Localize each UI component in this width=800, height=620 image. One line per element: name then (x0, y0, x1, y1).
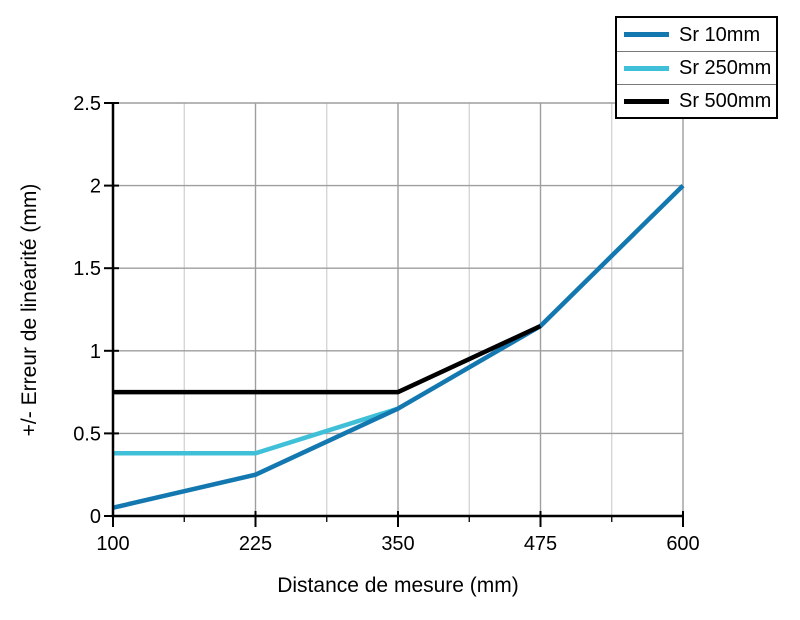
x-tick-label: 475 (524, 533, 557, 555)
x-tick-label: 600 (666, 533, 699, 555)
legend-swatch-sr-250mm-icon (624, 65, 669, 71)
x-tick-label: 350 (381, 533, 414, 555)
x-axis-title: Distance de mesure (mm) (277, 574, 519, 597)
y-axis-title: +/- Erreur de linéarité (mm) (18, 183, 41, 437)
legend-label-sr-250mm: Sr 250mm (679, 57, 772, 79)
legend-item-sr-500mm: Sr 500mm (617, 84, 776, 117)
y-tick-label: 2 (90, 176, 101, 198)
y-tick-label: 2.5 (73, 93, 101, 115)
y-tick-label: 0.5 (73, 423, 101, 445)
legend-swatch-sr-500mm-icon (624, 98, 669, 104)
legend-label-sr-500mm: Sr 500mm (679, 90, 772, 112)
y-tick-label: 1 (90, 341, 101, 363)
y-tick-label: 1.5 (73, 258, 101, 280)
series-line-sr-250mm (113, 406, 399, 456)
x-tick-label: 225 (239, 533, 272, 555)
legend-swatch-sr-10mm-icon (624, 32, 669, 37)
legend-item-sr-250mm: Sr 250mm (617, 51, 776, 84)
series-line-sr-500mm (113, 323, 542, 395)
series-line-sr-10mm (112, 183, 685, 510)
x-tick-label: 100 (96, 533, 129, 555)
y-tick-label: 0 (90, 506, 101, 528)
legend-item-sr-10mm: Sr 10mm (617, 18, 776, 51)
legend-label-sr-10mm: Sr 10mm (679, 23, 761, 46)
legend: Sr 10mm Sr 250mm Sr 500mm (615, 16, 778, 119)
